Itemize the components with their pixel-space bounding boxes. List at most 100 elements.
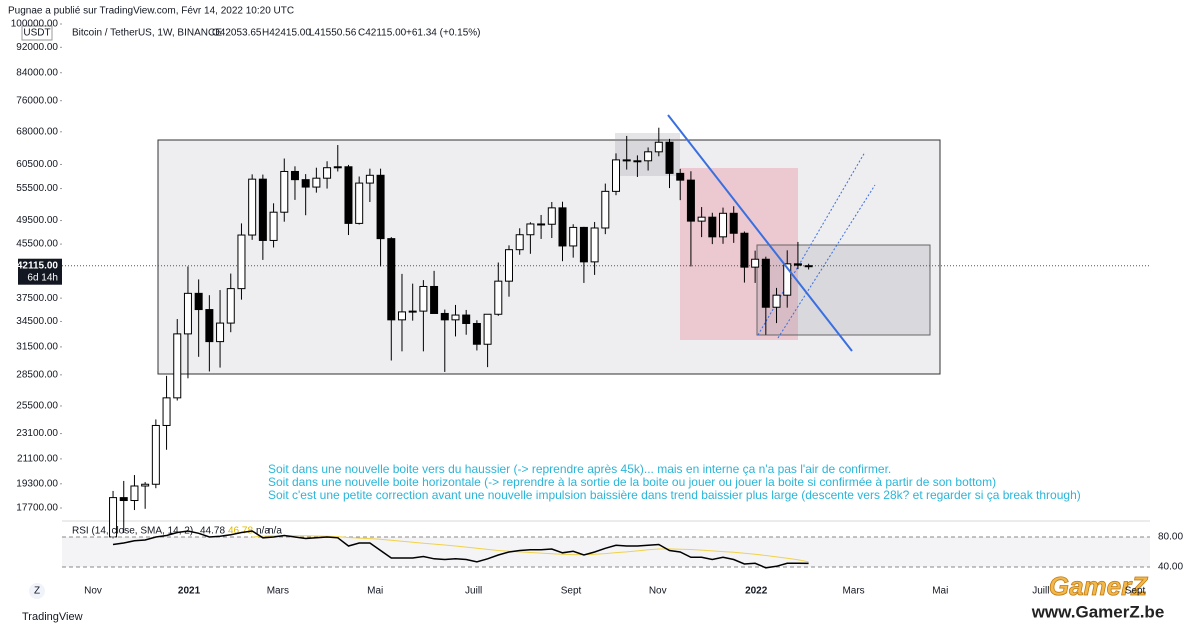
candle-body	[579, 226, 588, 263]
candle-body	[686, 179, 695, 222]
x-tick-label: Sept	[561, 586, 582, 597]
y-tick-label: 100000.00	[11, 19, 59, 30]
candle-body	[772, 294, 781, 308]
price-label: 42115.00	[17, 260, 59, 271]
annotation: Soit dans une nouvelle boite vers du hau…	[268, 462, 891, 476]
ohlc-low: L41550.56	[309, 28, 357, 39]
y-tick-label: 76000.00	[16, 95, 58, 106]
candle-body	[504, 249, 513, 282]
candle-body	[676, 172, 685, 181]
candle-body	[290, 170, 299, 181]
y-tick-label: 37500.00	[16, 293, 58, 304]
candle-body	[194, 292, 203, 311]
right-box	[756, 244, 931, 336]
currency: USDT	[23, 28, 50, 39]
rsi-tick-label: 80.00	[1158, 532, 1183, 543]
x-tick-label: Mai	[932, 586, 948, 597]
watermark: GamerZ	[1049, 571, 1148, 601]
candle-body	[344, 166, 353, 224]
x-tick-label: Nov	[649, 586, 667, 597]
x-tick-label: 2021	[178, 586, 201, 597]
ohlc-close: C42115.00	[358, 28, 407, 39]
candle-body	[783, 263, 792, 296]
candle-body	[751, 258, 760, 268]
x-tick-label: Mars	[267, 586, 289, 597]
candle-body	[729, 212, 738, 234]
candle-body	[665, 141, 674, 174]
candle-body	[387, 238, 396, 321]
x-tick-label: Mai	[367, 586, 383, 597]
y-tick-label: 25500.00	[16, 401, 58, 412]
candle-body	[740, 232, 749, 268]
trend-line	[667, 114, 853, 352]
candle-body	[216, 322, 225, 343]
candle-body	[248, 178, 257, 236]
candle-body	[183, 292, 192, 335]
candle-body	[547, 207, 556, 225]
y-tick-label: 28500.00	[16, 369, 58, 380]
candle-body	[708, 216, 717, 238]
na-value: n/a	[256, 526, 270, 537]
candle-body	[633, 160, 642, 163]
ohlc-high: H42415.00	[262, 28, 311, 39]
rsi-tick-label: 40.00	[1158, 562, 1183, 573]
candle-body	[151, 424, 160, 485]
candle-body	[515, 234, 524, 251]
candle-body	[365, 174, 374, 184]
y-tick-label: 60500.00	[16, 159, 58, 170]
y-tick-label: 31500.00	[16, 342, 58, 353]
x-tick-label: Juill	[465, 586, 482, 597]
candle-body	[130, 485, 139, 502]
candle-body	[141, 483, 150, 487]
na-value: n/a	[268, 526, 282, 537]
scale-button[interactable]	[29, 583, 45, 599]
rsi-line	[252, 535, 809, 563]
rsi-title: RSI (14, close, SMA, 14, 2)	[72, 526, 193, 537]
y-tick-label: 68000.00	[16, 126, 58, 137]
candle-body	[440, 312, 449, 321]
annotation: Soit c'est une petite correction avant u…	[268, 488, 1081, 502]
candle-body	[793, 263, 802, 266]
x-tick-label: 2022	[745, 586, 768, 597]
scale-button-label[interactable]: Z	[34, 586, 40, 597]
y-tick-label: 34500.00	[16, 316, 58, 327]
red-box	[680, 168, 798, 340]
symbol: Bitcoin / TetherUS, 1W, BINANCE	[72, 28, 222, 39]
ohlc-open: O42053.65	[212, 28, 262, 39]
rsi-line	[112, 530, 809, 569]
candle-body	[269, 211, 278, 241]
candle-body	[612, 159, 621, 192]
candle-body	[494, 280, 503, 315]
sma-value: 46.78	[228, 526, 253, 537]
candle-body	[408, 310, 417, 313]
publisher: Pugnae a publié sur TradingView.com, Fév…	[8, 6, 294, 17]
candle-body	[323, 167, 332, 179]
candle-body	[804, 265, 813, 268]
y-tick-label: 92000.00	[16, 42, 58, 53]
annotation: Soit dans une nouvelle boite horizontale…	[268, 475, 996, 489]
channel-line	[757, 151, 866, 336]
candle-body	[644, 151, 653, 162]
brand: TradingView	[22, 611, 83, 623]
y-tick-label: 84000.00	[16, 67, 58, 78]
candle-body	[205, 309, 214, 343]
candle-body	[430, 285, 439, 314]
y-tick-label: 55500.00	[16, 183, 58, 194]
y-tick-label: 21100.00	[17, 454, 58, 465]
candle-body	[654, 141, 663, 153]
y-tick-label: 17700.00	[16, 503, 58, 514]
candle-body	[483, 313, 492, 345]
candle-body	[397, 311, 406, 321]
candle-body	[526, 223, 535, 236]
candle-body	[173, 333, 182, 399]
candle-body	[355, 182, 364, 224]
x-tick-label: Nov	[84, 586, 102, 597]
candle-body	[451, 314, 460, 321]
candle-body	[258, 178, 267, 241]
y-tick-label: 49500.00	[16, 215, 58, 226]
x-tick-label: Mars	[842, 586, 864, 597]
candle-body	[697, 216, 706, 222]
y-tick-label: 19300.00	[16, 478, 58, 489]
candle-body	[537, 223, 546, 226]
